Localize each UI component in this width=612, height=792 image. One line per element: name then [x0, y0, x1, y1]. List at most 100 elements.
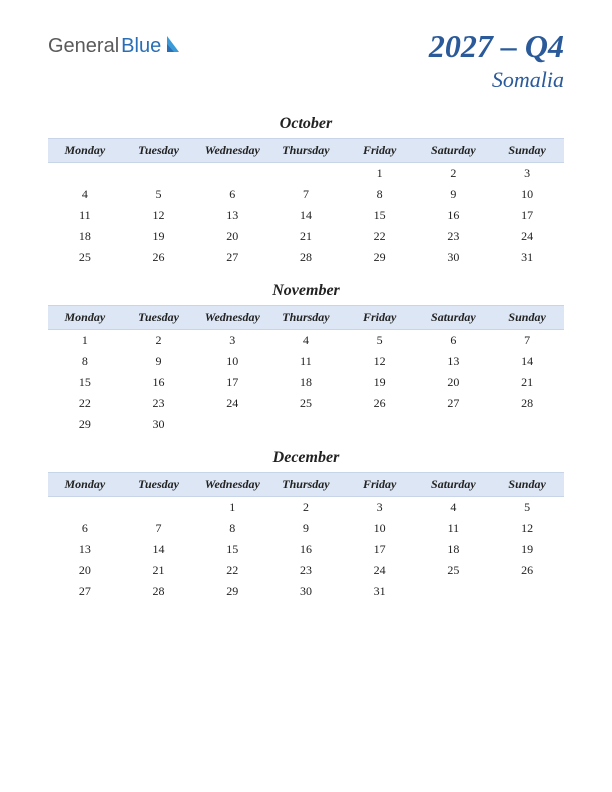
day-header: Saturday [417, 139, 491, 163]
logo-text-blue: Blue [121, 35, 161, 58]
calendar-cell: 30 [417, 247, 491, 268]
calendar-cell: 15 [195, 539, 269, 560]
calendar-cell [490, 581, 564, 602]
calendar-cell: 11 [48, 205, 122, 226]
calendar-row: 11121314151617 [48, 205, 564, 226]
calendar-table: MondayTuesdayWednesdayThursdayFridaySatu… [48, 138, 564, 268]
calendar-cell: 27 [48, 581, 122, 602]
calendar-cell: 24 [195, 393, 269, 414]
calendar-cell: 25 [48, 247, 122, 268]
calendar-cell: 1 [195, 497, 269, 519]
day-header: Tuesday [122, 473, 196, 497]
calendar-cell: 13 [195, 205, 269, 226]
calendar-cell: 18 [417, 539, 491, 560]
calendar-cell: 9 [122, 351, 196, 372]
calendar-cell: 4 [269, 330, 343, 352]
calendar-cell: 7 [122, 518, 196, 539]
calendar-cell [122, 163, 196, 185]
calendar-cell: 29 [195, 581, 269, 602]
day-header: Wednesday [195, 306, 269, 330]
calendar-cell: 2 [122, 330, 196, 352]
day-header: Saturday [417, 473, 491, 497]
day-header: Sunday [490, 473, 564, 497]
month-block: October MondayTuesdayWednesdayThursdayFri… [48, 115, 564, 268]
calendar-row: 15161718192021 [48, 372, 564, 393]
calendar-cell: 28 [122, 581, 196, 602]
calendar-row: 123 [48, 163, 564, 185]
calendar-row: 20212223242526 [48, 560, 564, 581]
month-name: October [48, 115, 564, 133]
calendar-cell [122, 497, 196, 519]
title-block: 2027 – Q4 Somalia [429, 28, 564, 93]
calendar-cell: 3 [490, 163, 564, 185]
day-header: Wednesday [195, 139, 269, 163]
calendar-row: 6789101112 [48, 518, 564, 539]
calendar-cell: 16 [417, 205, 491, 226]
calendar-cell: 28 [490, 393, 564, 414]
calendar-cell: 22 [343, 226, 417, 247]
calendar-cell: 23 [269, 560, 343, 581]
calendar-cell: 31 [343, 581, 417, 602]
calendar-cell: 29 [343, 247, 417, 268]
calendar-cell: 7 [490, 330, 564, 352]
calendar-cell: 30 [269, 581, 343, 602]
day-header: Sunday [490, 139, 564, 163]
title-main: 2027 – Q4 [429, 28, 564, 65]
calendar-cell: 23 [417, 226, 491, 247]
day-header: Tuesday [122, 306, 196, 330]
calendar-cell: 5 [343, 330, 417, 352]
calendar-cell: 29 [48, 414, 122, 435]
calendar-cell: 22 [48, 393, 122, 414]
calendar-cell: 1 [48, 330, 122, 352]
calendar-cell [417, 414, 491, 435]
calendar-cell: 5 [122, 184, 196, 205]
calendar-cell: 25 [269, 393, 343, 414]
calendar-cell: 9 [417, 184, 491, 205]
calendar-table: MondayTuesdayWednesdayThursdayFridaySatu… [48, 472, 564, 602]
month-name: December [48, 449, 564, 467]
day-header: Wednesday [195, 473, 269, 497]
month-block: November MondayTuesdayWednesdayThursdayFr… [48, 282, 564, 435]
day-header: Sunday [490, 306, 564, 330]
calendar-cell: 1 [343, 163, 417, 185]
logo-text-general: General [48, 35, 119, 58]
calendar-cell: 3 [195, 330, 269, 352]
calendar-cell: 12 [490, 518, 564, 539]
calendar-cell: 19 [343, 372, 417, 393]
calendar-row: 25262728293031 [48, 247, 564, 268]
calendar-cell: 20 [48, 560, 122, 581]
calendar-cell: 21 [490, 372, 564, 393]
calendar-cell: 24 [343, 560, 417, 581]
calendar-cell: 22 [195, 560, 269, 581]
logo-sail-icon [165, 34, 183, 59]
calendar-cell: 24 [490, 226, 564, 247]
calendar-cell [343, 414, 417, 435]
calendar-row: 2930 [48, 414, 564, 435]
day-header: Tuesday [122, 139, 196, 163]
calendar-cell: 26 [490, 560, 564, 581]
calendar-cell: 6 [417, 330, 491, 352]
calendar-row: 1234567 [48, 330, 564, 352]
calendar-row: 22232425262728 [48, 393, 564, 414]
calendar-cell: 21 [122, 560, 196, 581]
calendar-cell [490, 414, 564, 435]
calendar-cell: 7 [269, 184, 343, 205]
calendar-cell: 15 [48, 372, 122, 393]
month-block: December MondayTuesdayWednesdayThursdayFr… [48, 449, 564, 602]
calendar-cell: 13 [417, 351, 491, 372]
calendar-cell: 15 [343, 205, 417, 226]
calendar-row: 13141516171819 [48, 539, 564, 560]
calendar-row: 18192021222324 [48, 226, 564, 247]
calendar-cell: 6 [195, 184, 269, 205]
calendar-cell: 11 [269, 351, 343, 372]
calendar-cell: 27 [417, 393, 491, 414]
calendar-cell: 12 [122, 205, 196, 226]
calendar-table: MondayTuesdayWednesdayThursdayFridaySatu… [48, 305, 564, 435]
calendar-cell: 14 [122, 539, 196, 560]
calendar-cell: 21 [269, 226, 343, 247]
month-name: November [48, 282, 564, 300]
page-header: General Blue 2027 – Q4 Somalia [48, 28, 564, 93]
calendar-cell: 26 [122, 247, 196, 268]
calendar-cell: 4 [417, 497, 491, 519]
day-header: Friday [343, 139, 417, 163]
